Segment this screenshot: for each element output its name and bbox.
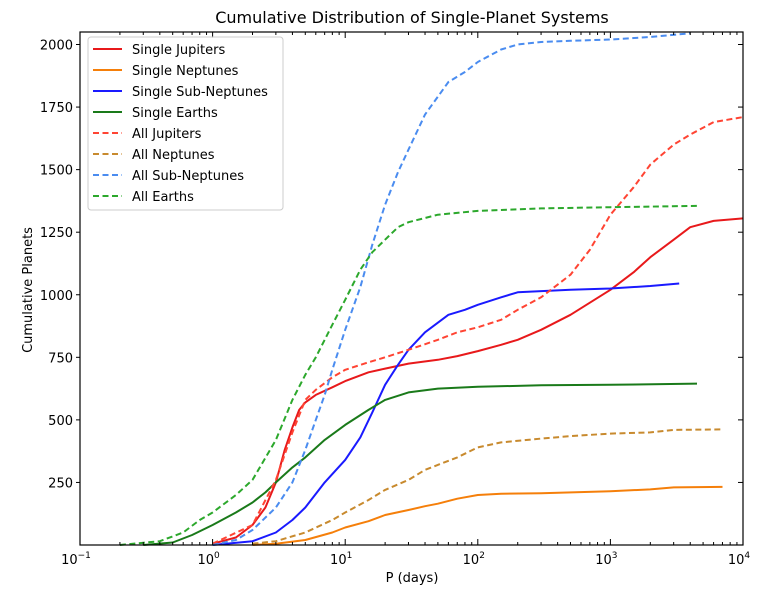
ticks-layer: 10−1 100 101 102 103 104 250 500 750 1000 1250 1500… xyxy=(40,32,751,568)
legend-label: All Neptunes xyxy=(132,148,215,163)
x-axis-label: P (days) xyxy=(386,571,439,586)
y-tick-label: 1250 xyxy=(40,226,73,241)
y-tick-label: 1500 xyxy=(40,164,73,179)
series-line-7 xyxy=(119,204,698,546)
legend-label: Single Jupiters xyxy=(132,43,225,58)
legend: Single Jupiters Single Neptunes Single Sub… xyxy=(87,36,284,211)
y-tick-label: 250 xyxy=(48,476,73,491)
chart-title: Cumulative Distribution of Single-Planet… xyxy=(215,8,609,27)
y-tick-label: 1750 xyxy=(40,101,73,116)
x-tick-label: 102 xyxy=(463,551,485,568)
legend-label: All Sub-Neptunes xyxy=(132,169,244,184)
series-line-6 xyxy=(212,32,691,546)
legend-box xyxy=(87,36,284,211)
x-tick-label: 101 xyxy=(330,551,352,568)
legend-label: Single Neptunes xyxy=(132,64,239,79)
x-tick-label: 103 xyxy=(595,551,617,568)
legend-label: Single Earths xyxy=(132,106,218,121)
legend-label: All Earths xyxy=(132,190,194,205)
y-tick-label: 1000 xyxy=(40,289,73,304)
plot-frame xyxy=(79,31,744,546)
legend-label: Single Sub-Neptunes xyxy=(132,85,268,100)
y-tick-label: 500 xyxy=(48,414,73,429)
y-tick-label: 2000 xyxy=(40,39,73,54)
y-axis-label: Cumulative Planets xyxy=(21,227,36,353)
legend-label: All Jupiters xyxy=(132,127,202,142)
x-tick-label: 100 xyxy=(197,551,220,568)
series-line-5 xyxy=(252,428,723,545)
series-line-4 xyxy=(212,116,744,545)
series-line-1 xyxy=(252,485,723,546)
series-layer xyxy=(119,32,744,546)
series-line-3 xyxy=(143,382,698,546)
y-tick-label: 750 xyxy=(48,351,73,366)
series-line-2 xyxy=(212,282,680,546)
x-tick-label: 10−1 xyxy=(61,551,91,568)
x-tick-label: 104 xyxy=(728,551,751,568)
